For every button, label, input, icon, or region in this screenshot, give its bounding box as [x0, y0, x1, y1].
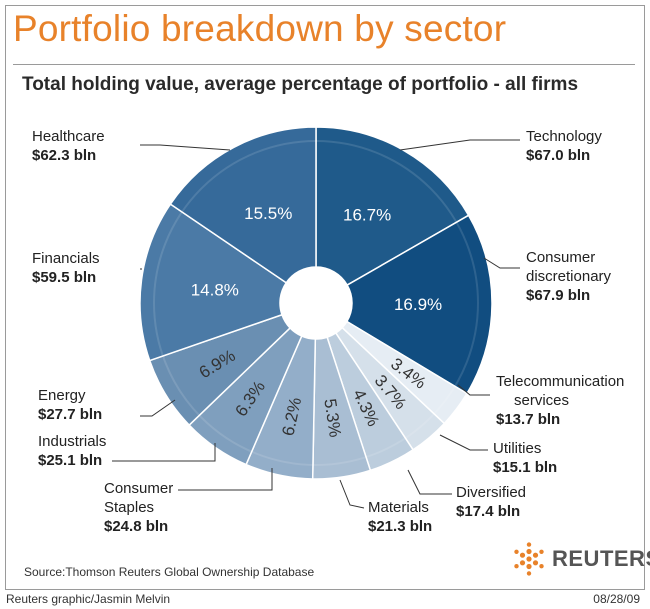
graphic-date: 08/28/09 — [593, 592, 640, 606]
leader-telecommunication-services — [457, 384, 490, 396]
label-consumer-staples: Consumer Staples $24.8 bln — [104, 480, 174, 535]
slice-financials — [139, 203, 288, 362]
label-financials: Financials $59.5 bln — [32, 250, 100, 286]
leader-materials — [339, 479, 365, 509]
leader-utilities — [439, 434, 488, 451]
leader-consumer-staples — [178, 468, 273, 491]
label-technology: Technology $67.0 bln — [526, 128, 602, 164]
leader-healthcare — [140, 144, 231, 151]
label-healthcare: Healthcare $62.3 bln — [32, 128, 105, 164]
title-divider — [13, 64, 635, 65]
chart-title: Portfolio breakdown by sector — [13, 8, 507, 49]
label-telecommunication-services: Telecommunication services $13.7 bln — [496, 373, 625, 428]
leader-industrials — [112, 443, 216, 462]
graphic-credit: Reuters graphic/Jasmin Melvin — [6, 592, 171, 606]
slice-consumer-discretionary — [345, 214, 493, 395]
reuters-logo: REUTERS — [512, 542, 650, 576]
label-consumer-discretionary: Consumer discretionary $67.9 bln — [526, 249, 612, 304]
reuters-dots-icon — [514, 542, 544, 576]
label-utilities: Utilities $15.1 bln — [493, 440, 558, 476]
chart-frame — [5, 5, 645, 590]
slice-healthcare — [169, 126, 317, 284]
pct-label-technology: 16.7% — [343, 206, 391, 225]
pct-label-financials: 14.8% — [191, 281, 239, 300]
leader-lines — [112, 139, 520, 509]
label-materials: Materials $21.3 bln — [368, 499, 433, 535]
reuters-wordmark: REUTERS — [552, 546, 650, 571]
slice-technology — [315, 126, 470, 287]
leader-energy — [140, 399, 176, 417]
source-note: Source:Thomson Reuters Global Ownership … — [24, 565, 315, 579]
pie-slices — [139, 126, 493, 480]
label-diversified: Diversified $17.4 bln — [456, 484, 527, 520]
leader-diversified — [407, 469, 452, 495]
inner-ring — [153, 140, 479, 466]
pct-label-consumer-discretionary: 16.9% — [394, 295, 442, 314]
chart-subtitle: Total holding value, average percentage … — [22, 74, 579, 95]
leader-consumer-discretionary — [483, 257, 520, 269]
pct-label-healthcare: 15.5% — [244, 204, 292, 223]
label-energy: Energy $27.7 bln — [38, 387, 103, 423]
label-industrials: Industrials $25.1 bln — [38, 433, 107, 469]
leader-technology — [399, 139, 520, 151]
